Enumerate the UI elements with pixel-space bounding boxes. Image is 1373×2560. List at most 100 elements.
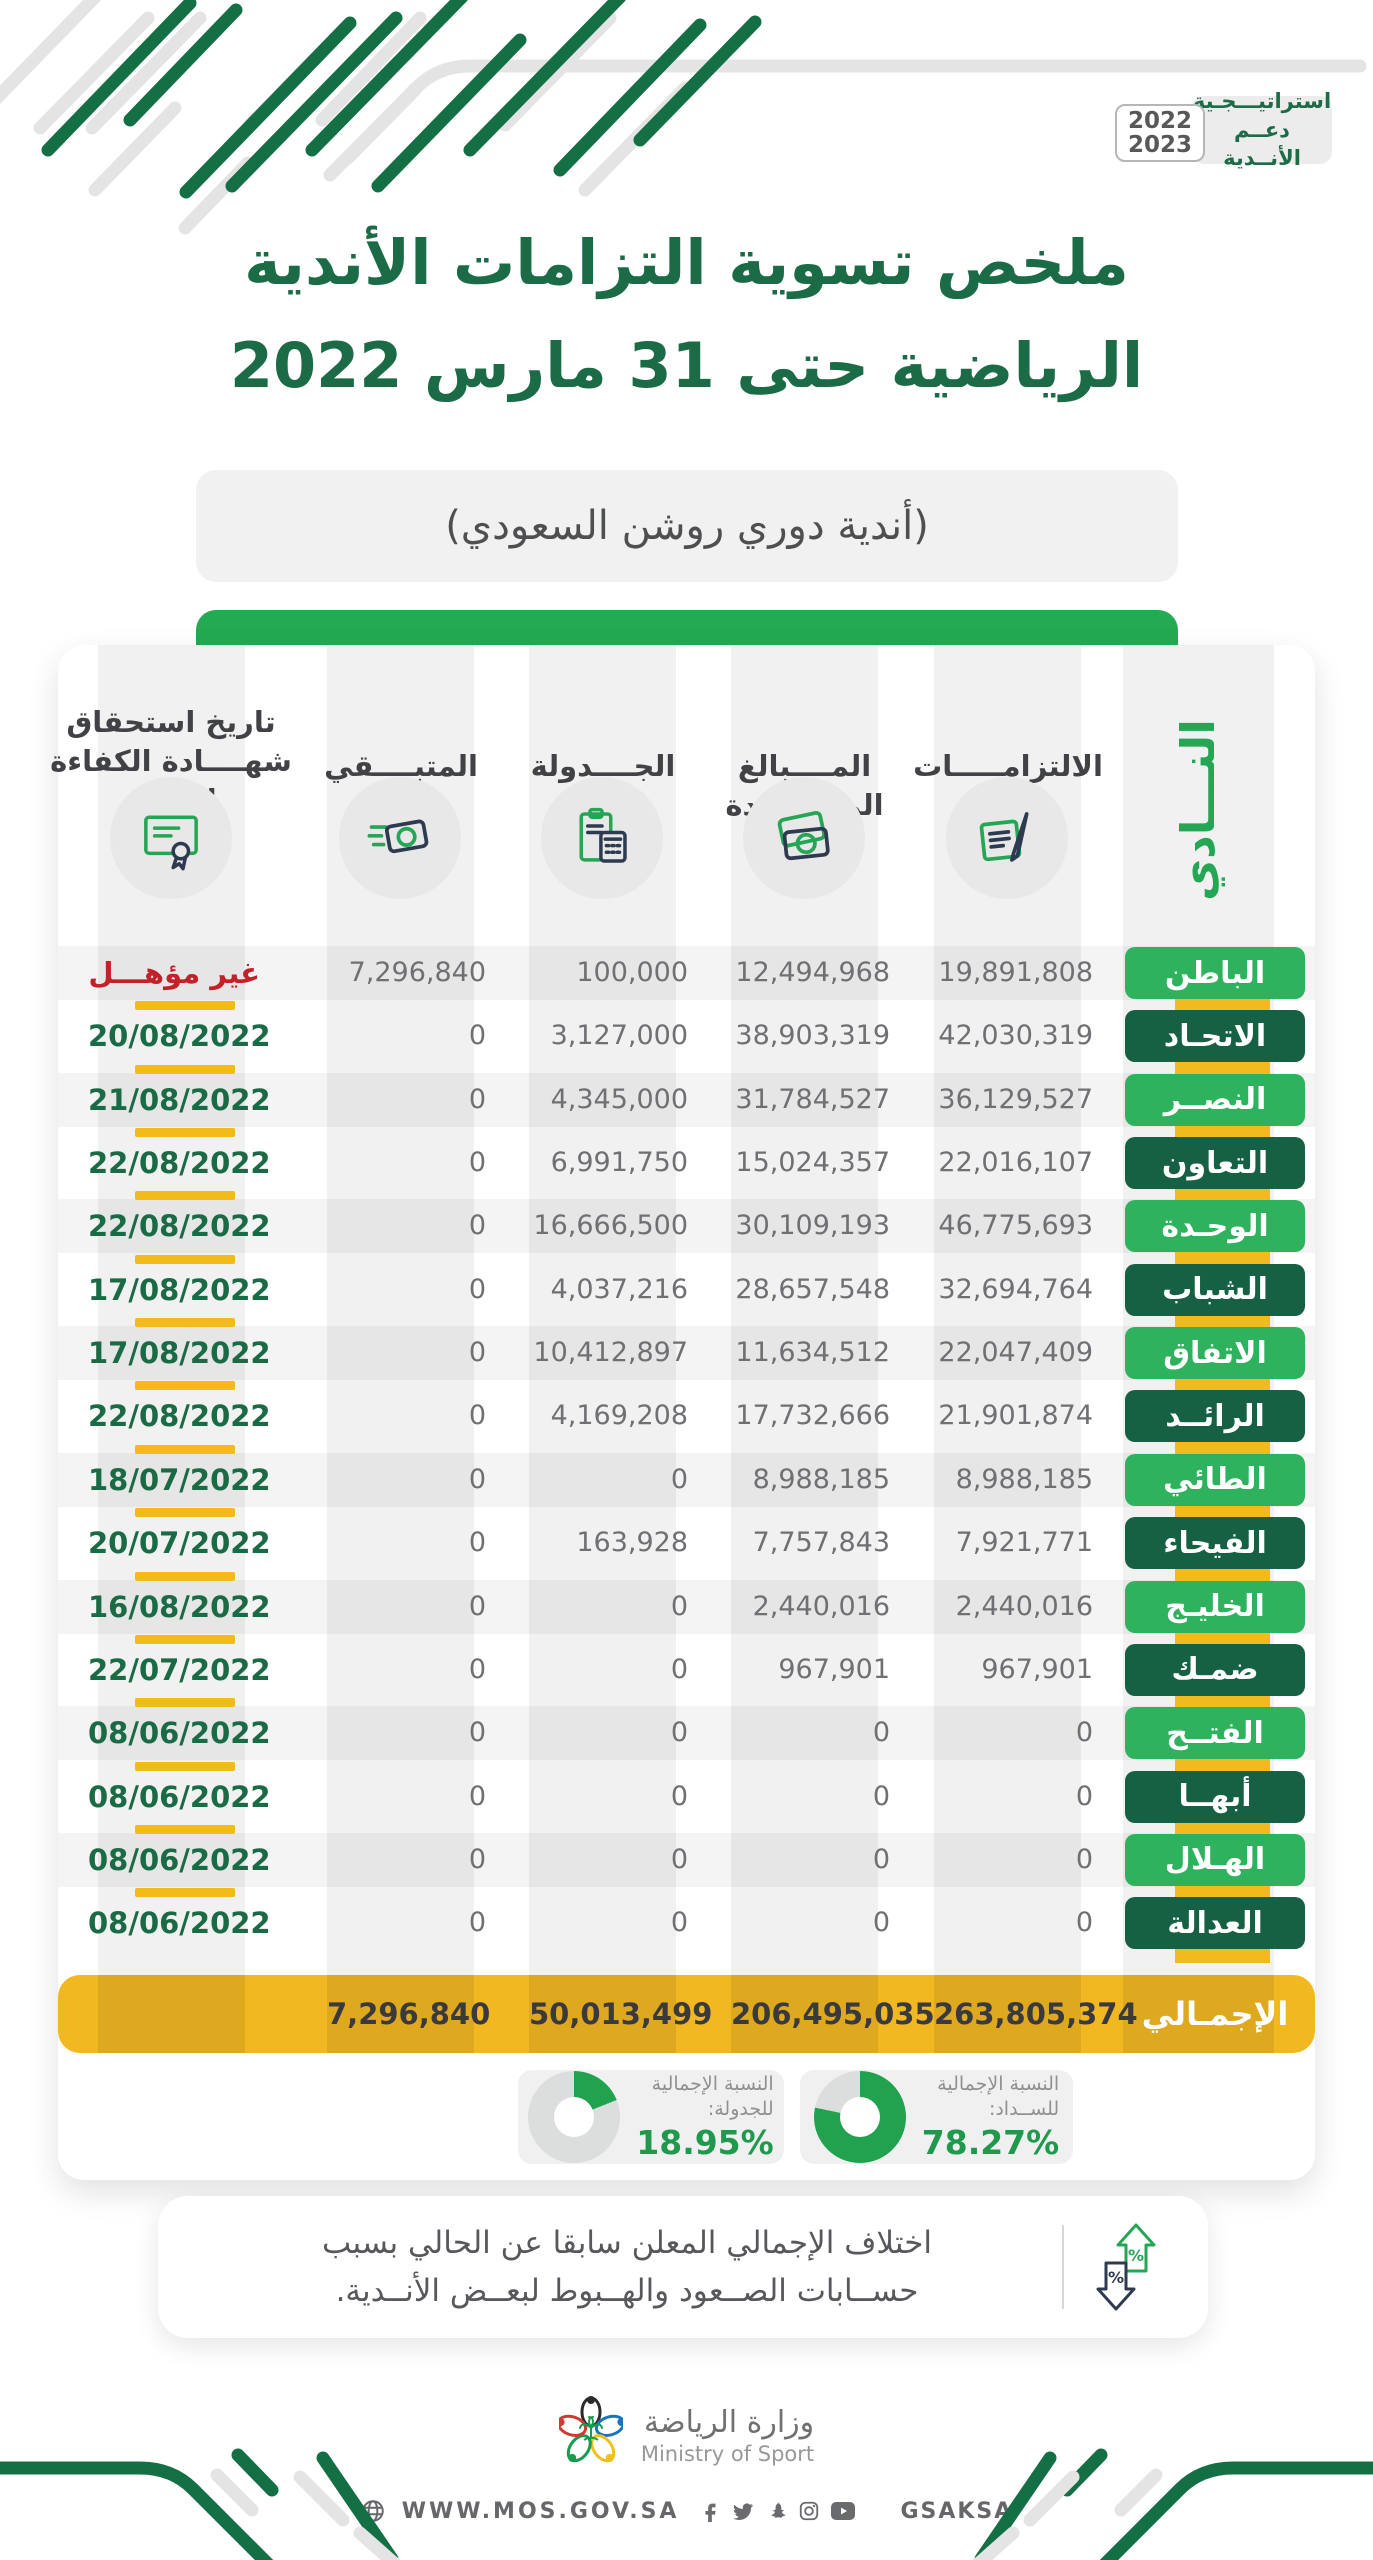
payment-percentage-label1: النسبة الإجمالية bbox=[937, 2072, 1060, 2095]
totals-stripe bbox=[327, 1975, 474, 2053]
cell-certificate-date: 18/07/2022 bbox=[88, 1462, 271, 1497]
cell-obligations: 0 bbox=[1075, 1907, 1093, 1939]
note-line1: اختلاف الإجمالي المعلن سابقا عن الحالي ب… bbox=[322, 2224, 932, 2261]
totals-stripe bbox=[1123, 1975, 1274, 2053]
cell-obligations: 21,901,874 bbox=[938, 1400, 1093, 1432]
table-row: الفتــح 0 0 0 0 08/06/2022 bbox=[58, 1698, 1315, 1774]
club-connector bbox=[1175, 1185, 1270, 1204]
ministry-of-sport-logo bbox=[558, 2396, 623, 2463]
cell-scheduled: 163,928 bbox=[576, 1527, 688, 1559]
cell-obligations: 42,030,319 bbox=[938, 1020, 1093, 1052]
date-accent-bar bbox=[135, 1191, 235, 1201]
totals-stripe bbox=[98, 1975, 245, 2053]
social-handle: GSAKSA bbox=[900, 2498, 1014, 2524]
cell-remaining: 0 bbox=[468, 1400, 486, 1432]
table-row: الفيحاء 7,921,771 7,757,843 163,928 0 20/07/2… bbox=[58, 1508, 1315, 1584]
cell-scheduled: 0 bbox=[670, 1653, 688, 1685]
cell-scheduled: 4,037,216 bbox=[550, 1273, 688, 1305]
social-icons bbox=[699, 2499, 856, 2523]
table-row: الهـلال 0 0 0 0 08/06/2022 bbox=[58, 1824, 1315, 1900]
club-connector bbox=[1175, 1691, 1270, 1710]
club-badge: النصــر bbox=[1125, 1073, 1305, 1126]
club-name: الاتحـاد bbox=[1163, 1018, 1267, 1054]
club-name: الاتفاق bbox=[1163, 1335, 1267, 1371]
flying-money-icon bbox=[339, 777, 461, 899]
subtitle-text: (أندية دوري روشن السعودي) bbox=[445, 503, 929, 549]
payment-donut-chart bbox=[813, 2071, 906, 2163]
cell-obligations: 19,891,808 bbox=[938, 957, 1093, 988]
scheduling-percentage-value: 18.95% bbox=[636, 2123, 774, 2163]
instagram-icon bbox=[800, 2501, 819, 2521]
cell-paid: 8,988,185 bbox=[752, 1463, 890, 1495]
cell-remaining: 0 bbox=[468, 1210, 486, 1242]
cell-certificate-date: 16/08/2022 bbox=[88, 1589, 271, 1624]
cell-remaining: 0 bbox=[468, 1843, 486, 1875]
club-badge: الخليـج bbox=[1125, 1580, 1305, 1633]
date-accent-bar bbox=[135, 1634, 235, 1644]
bottom-left-decoration bbox=[0, 2448, 401, 2560]
cell-paid: 17,732,666 bbox=[735, 1400, 890, 1432]
cell-remaining: 0 bbox=[468, 1907, 486, 1939]
date-accent-bar bbox=[135, 1318, 235, 1328]
table-row: العدالة 0 0 0 0 08/06/2022 bbox=[58, 1888, 1315, 1964]
cell-certificate-date: 17/08/2022 bbox=[88, 1272, 271, 1307]
cell-remaining: 0 bbox=[468, 1273, 486, 1305]
club-connector bbox=[1175, 995, 1270, 1013]
note-line2: حســابات الصــعود والهــبوط لبعــض الأنـ… bbox=[335, 2273, 919, 2309]
cell-scheduled: 0 bbox=[670, 1843, 688, 1875]
cell-certificate-date: 08/06/2022 bbox=[88, 1779, 271, 1814]
ministry-brand: وزارة الرياضة Ministry of Sport bbox=[0, 2392, 1373, 2478]
club-badge: أبهــا bbox=[1125, 1770, 1305, 1823]
club-name: الطائي bbox=[1163, 1462, 1267, 1498]
club-connector bbox=[1175, 1248, 1270, 1267]
cell-remaining: 0 bbox=[468, 1590, 486, 1622]
cell-scheduled: 4,345,000 bbox=[550, 1083, 688, 1115]
club-badge: الرائــد bbox=[1125, 1390, 1305, 1443]
table-row: النصــر 36,129,527 31,784,527 4,345,000 0 21/… bbox=[58, 1064, 1315, 1140]
cell-remaining: 7,296,840 bbox=[348, 957, 486, 988]
cell-paid: 38,903,319 bbox=[735, 1020, 890, 1052]
date-accent-bar bbox=[135, 1254, 235, 1264]
club-connector bbox=[1175, 1881, 1270, 1900]
club-name: ضمـك bbox=[1171, 1652, 1259, 1688]
cell-remaining: 0 bbox=[468, 1780, 486, 1812]
club-connector bbox=[1175, 1755, 1270, 1774]
cell-remaining: 0 bbox=[468, 1337, 486, 1369]
club-connector bbox=[1175, 1121, 1270, 1140]
club-connector bbox=[1175, 1311, 1270, 1330]
club-badge: الطائي bbox=[1125, 1453, 1305, 1506]
totals-label: الإجمـالي bbox=[1141, 1995, 1289, 2033]
club-badge: الاتحـاد bbox=[1125, 1010, 1305, 1063]
payment-percentage-label2: للســداد: bbox=[988, 2097, 1060, 2120]
cell-paid: 0 bbox=[872, 1717, 890, 1749]
strategy-badge-label: استراتيـــجـية دعــم الأنــدية bbox=[1192, 89, 1332, 171]
cell-paid: 31,784,527 bbox=[735, 1083, 890, 1115]
cell-scheduled: 0 bbox=[670, 1907, 688, 1939]
cell-paid: 0 bbox=[872, 1843, 890, 1875]
cell-obligations: 967,901 bbox=[981, 1653, 1093, 1685]
cell-obligations: 0 bbox=[1075, 1843, 1093, 1875]
scheduling-percentage-label2: للجدولة: bbox=[707, 2097, 774, 2120]
subtitle-box: (أندية دوري روشن السعودي) bbox=[196, 470, 1178, 582]
svg-text:%: % bbox=[1128, 2246, 1144, 2265]
cell-certificate-date: 08/06/2022 bbox=[88, 1842, 271, 1877]
years-badge: 2022 2023 bbox=[1115, 104, 1205, 162]
club-badge: ضمـك bbox=[1125, 1643, 1305, 1696]
cell-obligations: 46,775,693 bbox=[938, 1210, 1093, 1242]
scheduling-percentage-label1: النسبة الإجمالية bbox=[651, 2072, 774, 2095]
table-row: التعاون 22,016,107 15,024,357 6,991,750 0 22/… bbox=[58, 1128, 1315, 1204]
date-accent-bar bbox=[135, 1888, 235, 1898]
cell-obligations: 2,440,016 bbox=[955, 1590, 1093, 1622]
row-band bbox=[58, 1706, 1315, 1761]
club-connector bbox=[1175, 1945, 1270, 1964]
totals-stripe bbox=[934, 1975, 1081, 2053]
scheduling-percentage-box: النسبة الإجمالية للجدولة: 18.95% bbox=[518, 2070, 784, 2164]
club-name: الوحـدة bbox=[1161, 1208, 1269, 1244]
club-name: الباطن bbox=[1164, 955, 1266, 991]
certificate-icon bbox=[110, 777, 232, 899]
cell-certificate-date: 20/07/2022 bbox=[88, 1526, 271, 1561]
cell-scheduled: 16,666,500 bbox=[533, 1210, 688, 1242]
table-row: الطائي 8,988,185 8,988,185 0 0 18/07/2022 bbox=[58, 1444, 1315, 1520]
cell-obligations: 0 bbox=[1075, 1780, 1093, 1812]
cell-remaining: 0 bbox=[468, 1020, 486, 1052]
